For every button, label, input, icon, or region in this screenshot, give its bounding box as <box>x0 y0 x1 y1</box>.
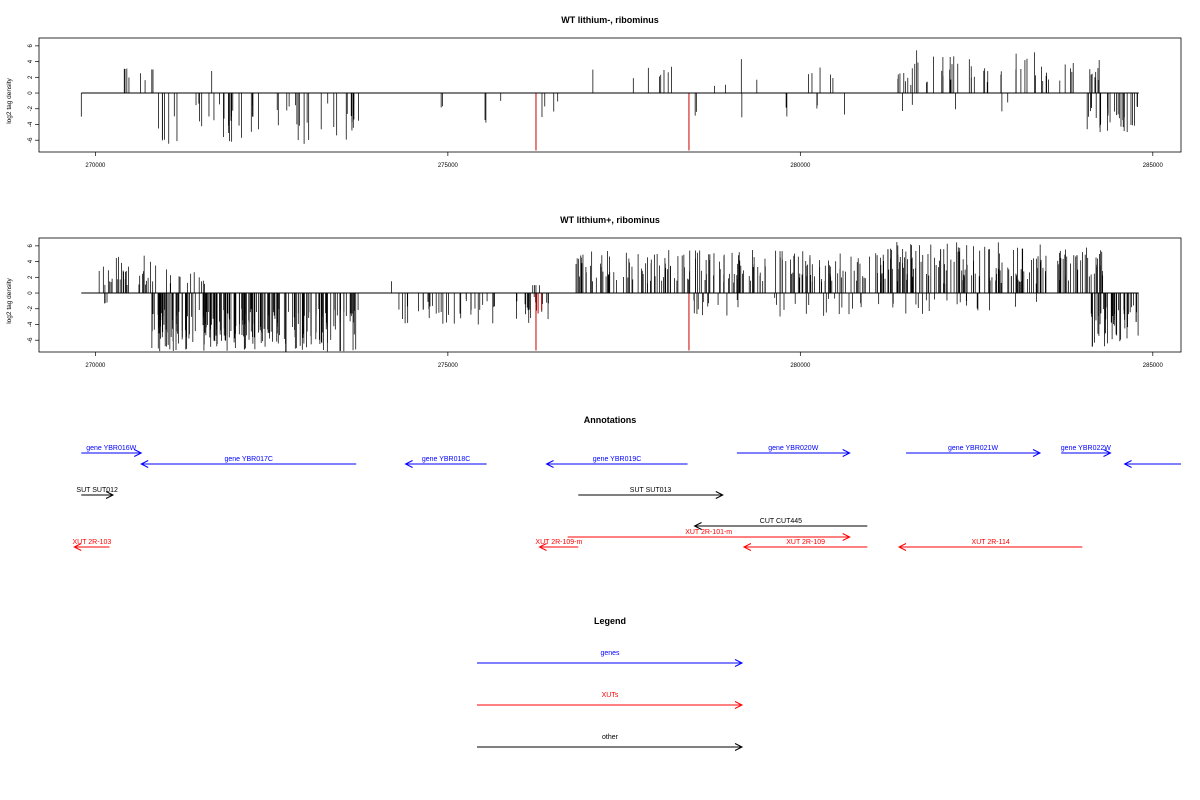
track-title: WT lithium+, ribominus <box>560 215 660 225</box>
feature-arrow <box>693 522 868 530</box>
feature-label: XUT 2R-109 <box>786 539 825 546</box>
annotation-title: Annotations <box>584 415 637 425</box>
arrow-head <box>105 491 115 499</box>
y-tick-label: 6 <box>28 44 34 48</box>
arrow-head <box>1123 460 1132 468</box>
arrow-head <box>140 460 149 468</box>
feature-label: gene YBR018C <box>422 456 471 463</box>
y-tick-label: -4 <box>28 321 34 327</box>
feature-label: XUT 2R-103 <box>72 539 111 546</box>
arrow-head <box>715 491 724 499</box>
legend-arrow <box>477 659 744 667</box>
feature-arrow <box>1123 460 1181 468</box>
feature-label: CUT CUT445 <box>760 518 802 525</box>
legend-label: other <box>602 734 619 741</box>
y-tick-label: 6 <box>28 244 34 248</box>
legend-label: XUTs <box>602 692 619 699</box>
arrow-head <box>1103 449 1112 457</box>
y-tick-label: 4 <box>28 259 34 263</box>
arrow-head <box>133 449 143 457</box>
arrow-head <box>734 743 744 751</box>
feature-arrow <box>742 543 868 551</box>
annotation-track: Annotations gene YBR016W gene YBR017C gene… <box>72 415 1181 551</box>
arrow-head <box>842 533 851 541</box>
x-tick-label: 270000 <box>85 163 106 169</box>
y-tick-label: -2 <box>28 105 34 111</box>
legend: Legend genes XUTs other <box>477 616 744 751</box>
feature-label: gene YBR022W <box>1061 445 1111 452</box>
feature-label: gene YBR020W <box>768 445 818 452</box>
x-tick-label: 280000 <box>790 163 811 169</box>
feature-label: gene YBR017C <box>224 456 273 463</box>
feature-label: XUT 2R-109-m <box>535 539 582 546</box>
feature-arrow <box>578 491 724 499</box>
arrow-head <box>742 543 752 551</box>
feature-arrow <box>736 449 851 457</box>
y-axis-label: log2 tag density <box>6 277 13 323</box>
arrow-head <box>897 543 907 551</box>
x-tick-label: 270000 <box>85 363 106 369</box>
feature-label: gene YBR019C <box>593 456 642 463</box>
y-tick-label: 2 <box>28 75 34 79</box>
x-tick-label: 280000 <box>790 363 811 369</box>
legend-arrow <box>477 701 744 709</box>
feature-arrow <box>538 543 579 551</box>
feature-label: gene YBR016W <box>86 445 136 452</box>
legend-title: Legend <box>594 616 626 626</box>
legend-arrow <box>477 743 744 751</box>
feature-label: XUT 2R-101-m <box>685 529 732 536</box>
y-tick-label: -4 <box>28 121 34 127</box>
arrow-head <box>73 543 82 551</box>
feature-arrow <box>906 449 1042 457</box>
arrow-head <box>734 701 744 709</box>
feature-arrow <box>81 491 115 499</box>
track-title: WT lithium-, ribominus <box>561 15 659 25</box>
feature-arrow <box>73 543 110 551</box>
track-panel-lithium-plus: WT lithium+, ribominus log2 tag density … <box>6 215 1182 369</box>
arrow-head <box>1032 449 1042 457</box>
x-tick-label: 275000 <box>438 363 459 369</box>
y-tick-label: -6 <box>28 137 34 143</box>
plot-frame <box>38 37 1182 153</box>
x-tick-label: 285000 <box>1143 163 1164 169</box>
arrow-head <box>538 543 547 551</box>
y-tick-label: 0 <box>28 291 34 295</box>
y-tick-label: 0 <box>28 91 34 95</box>
feature-label: XUT 2R-114 <box>972 539 1010 546</box>
plot-frame <box>38 237 1182 353</box>
x-tick-label: 285000 <box>1143 363 1164 369</box>
feature-arrow <box>567 533 851 541</box>
y-tick-label: 2 <box>28 275 34 279</box>
feature-arrow <box>81 449 143 457</box>
feature-arrow <box>545 460 688 468</box>
y-tick-label: 4 <box>28 59 34 63</box>
feature-arrow <box>1061 449 1112 457</box>
track-panel-lithium-minus: WT lithium-, ribominus log2 tag density … <box>6 15 1182 169</box>
feature-arrow <box>897 543 1083 551</box>
feature-label: SUT SUT012 <box>76 487 118 494</box>
feature-label: gene YBR021W <box>948 445 998 452</box>
arrow-head <box>545 460 554 468</box>
arrow-head <box>734 659 744 667</box>
arrow-head <box>404 460 413 468</box>
arrow-head <box>842 449 851 457</box>
y-tick-label: -6 <box>28 337 34 343</box>
y-tick-label: -2 <box>28 305 34 311</box>
legend-label: genes <box>600 650 620 657</box>
feature-label: SUT SUT013 <box>630 487 672 494</box>
arrow-head <box>693 522 702 530</box>
feature-arrow <box>140 460 357 468</box>
feature-arrow <box>404 460 487 468</box>
x-tick-label: 275000 <box>438 163 459 169</box>
y-axis-label: log2 tag density <box>6 77 13 123</box>
